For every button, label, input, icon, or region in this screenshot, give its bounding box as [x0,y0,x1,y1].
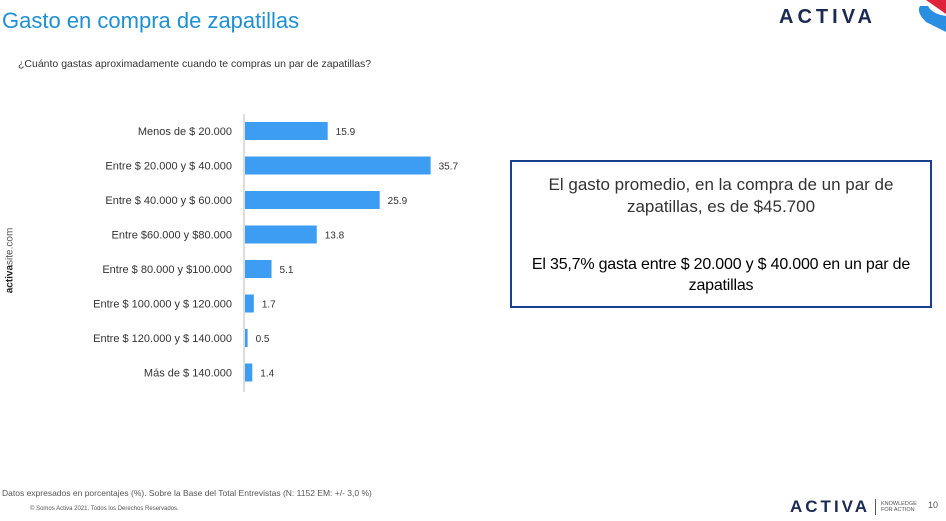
corner-decoration-icon [918,0,946,32]
bar [245,156,431,175]
value-label: 35.7 [439,162,459,173]
value-label: 25.9 [388,196,408,207]
survey-question: ¿Cuánto gastas aproximadamente cuando te… [18,58,372,70]
bar [245,363,253,382]
value-label: 1.7 [262,300,276,311]
copyright: © Somos Activa 2021. Todos los Derechos … [30,506,179,512]
bar [245,122,328,140]
value-label: 15.9 [336,127,356,138]
value-label: 5.1 [280,265,294,276]
page-number: 10 [928,500,939,510]
bar [245,225,317,244]
category-label: Entre $60.000 y $80.000 [112,230,232,242]
category-label: Entre $ 20.000 y $ 40.000 [105,161,232,173]
category-label: Entre $ 100.000 y $ 120.000 [93,299,232,311]
value-label: 1.4 [260,369,274,380]
footer-logo: ACTIVA KNOWLEDGE FOR ACTION [790,497,917,516]
bar-chart: Menos de $ 20.000 15.9 Entre $ 20.000 y $ … [93,114,459,392]
category-label: Más de $ 140.000 [144,368,232,380]
page-title: Gasto en compra de zapatillas [2,8,300,33]
footnote: Datos expresados en porcentajes (%). Sob… [2,488,372,498]
category-label: Entre $ 80.000 y $100.000 [102,264,232,276]
category-label: Entre $ 120.000 y $ 140.000 [93,333,232,345]
value-label: 13.8 [325,231,345,242]
activa-logo: ACTIVA [779,6,876,28]
highlight-text: El 35,7% gasta entre $ 20.000 y $ 40.000… [531,256,911,294]
value-label: 0.5 [256,334,270,345]
bar [245,260,272,278]
bar [245,191,380,209]
average-spend-text: El gasto promedio, en la compra de un pa… [548,175,894,216]
summary-box: El gasto promedio, en la compra de un pa… [510,160,932,308]
category-label: Entre $ 40.000 y $ 60.000 [105,195,232,207]
bar [245,294,254,313]
category-label: Menos de $ 20.000 [138,126,232,138]
bar [245,329,248,347]
